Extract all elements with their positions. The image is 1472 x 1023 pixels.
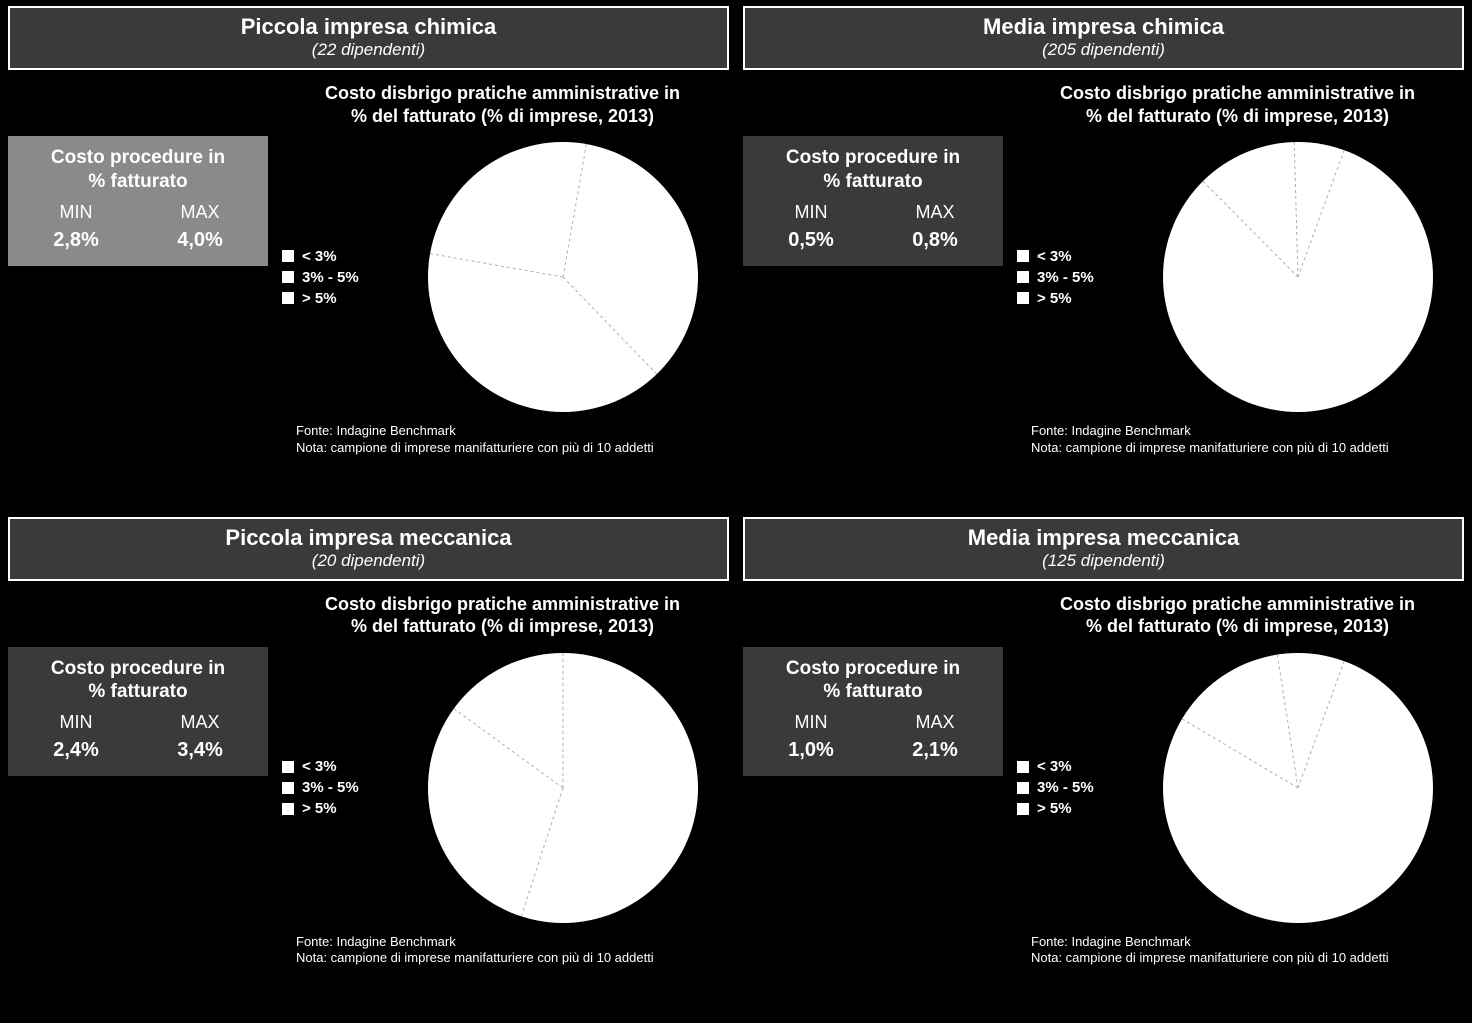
- panel-title: Media impresa meccanica: [745, 525, 1462, 551]
- legend-swatch-icon: [282, 250, 294, 262]
- footnote: Fonte: Indagine BenchmarkNota: campione …: [1011, 928, 1464, 968]
- legend-swatch-icon: [1017, 782, 1029, 794]
- max-label: MAX: [138, 712, 262, 733]
- panel-piccola-meccanica: Piccola impresa meccanica (20 dipendenti…: [2, 513, 735, 1022]
- legend-item: > 5%: [282, 800, 396, 817]
- panel-subtitle: (125 dipendenti): [745, 551, 1462, 571]
- legend: < 3% 3% - 5% > 5%: [1011, 244, 1131, 311]
- stat-box-title: Costo procedure in% fatturato: [14, 146, 262, 194]
- pie-chart: [1158, 648, 1438, 928]
- chart-title: Costo disbrigo pratiche amministrative i…: [276, 593, 729, 638]
- panel-header: Piccola impresa chimica (22 dipendenti): [8, 6, 729, 70]
- panel-piccola-chimica: Piccola impresa chimica (22 dipendenti) …: [2, 2, 735, 511]
- legend-item: > 5%: [1017, 800, 1131, 817]
- legend-item: > 5%: [282, 290, 396, 307]
- legend-swatch-icon: [1017, 250, 1029, 262]
- panel-subtitle: (20 dipendenti): [10, 551, 727, 571]
- min-label: MIN: [14, 712, 138, 733]
- panel-header: Media impresa meccanica (125 dipendenti): [743, 517, 1464, 581]
- panel-header: Media impresa chimica (205 dipendenti): [743, 6, 1464, 70]
- chart-title: Costo disbrigo pratiche amministrative i…: [276, 82, 729, 127]
- legend-item: < 3%: [282, 758, 396, 775]
- legend-item: < 3%: [1017, 758, 1131, 775]
- max-value: 3,4%: [138, 739, 262, 762]
- legend-swatch-icon: [282, 271, 294, 283]
- footnote: Fonte: Indagine BenchmarkNota: campione …: [276, 928, 729, 968]
- legend-swatch-icon: [282, 803, 294, 815]
- panel-title: Piccola impresa meccanica: [10, 525, 727, 551]
- max-value: 0,8%: [873, 229, 997, 252]
- min-value: 2,8%: [14, 229, 138, 252]
- legend-item: 3% - 5%: [1017, 269, 1131, 286]
- min-value: 2,4%: [14, 739, 138, 762]
- stat-box-title: Costo procedure in% fatturato: [749, 657, 997, 705]
- legend-item: < 3%: [1017, 248, 1131, 265]
- legend-item: 3% - 5%: [1017, 779, 1131, 796]
- legend-swatch-icon: [1017, 271, 1029, 283]
- legend-swatch-icon: [282, 761, 294, 773]
- legend-item: 3% - 5%: [282, 269, 396, 286]
- pie-chart: [423, 648, 703, 928]
- min-label: MIN: [749, 202, 873, 223]
- stat-box: Costo procedure in% fatturato MIN 0,5% MA…: [743, 136, 1003, 266]
- panel-title: Piccola impresa chimica: [10, 14, 727, 40]
- panel-media-meccanica: Media impresa meccanica (125 dipendenti)…: [737, 513, 1470, 1022]
- pie-chart: [1158, 137, 1438, 417]
- legend: < 3% 3% - 5% > 5%: [276, 244, 396, 311]
- legend-swatch-icon: [1017, 761, 1029, 773]
- max-label: MAX: [138, 202, 262, 223]
- legend-item: 3% - 5%: [282, 779, 396, 796]
- max-label: MAX: [873, 202, 997, 223]
- min-label: MIN: [14, 202, 138, 223]
- stat-box-title: Costo procedure in% fatturato: [749, 146, 997, 194]
- legend-item: > 5%: [1017, 290, 1131, 307]
- stat-box: Costo procedure in% fatturato MIN 1,0% MA…: [743, 647, 1003, 777]
- pie-chart: [423, 137, 703, 417]
- legend-swatch-icon: [1017, 292, 1029, 304]
- panel-header: Piccola impresa meccanica (20 dipendenti…: [8, 517, 729, 581]
- panel-media-chimica: Media impresa chimica (205 dipendenti) C…: [737, 2, 1470, 511]
- panel-title: Media impresa chimica: [745, 14, 1462, 40]
- footnote: Fonte: Indagine BenchmarkNota: campione …: [276, 417, 729, 457]
- min-value: 0,5%: [749, 229, 873, 252]
- max-value: 2,1%: [873, 739, 997, 762]
- min-label: MIN: [749, 712, 873, 733]
- legend: < 3% 3% - 5% > 5%: [1011, 754, 1131, 821]
- min-value: 1,0%: [749, 739, 873, 762]
- panel-subtitle: (205 dipendenti): [745, 40, 1462, 60]
- chart-title: Costo disbrigo pratiche amministrative i…: [1011, 593, 1464, 638]
- footnote: Fonte: Indagine BenchmarkNota: campione …: [1011, 417, 1464, 457]
- stat-box: Costo procedure in% fatturato MIN 2,4% MA…: [8, 647, 268, 777]
- legend-swatch-icon: [282, 782, 294, 794]
- chart-title: Costo disbrigo pratiche amministrative i…: [1011, 82, 1464, 127]
- stat-box-title: Costo procedure in% fatturato: [14, 657, 262, 705]
- legend-swatch-icon: [282, 292, 294, 304]
- stat-box: Costo procedure in% fatturato MIN 2,8% MA…: [8, 136, 268, 266]
- max-value: 4,0%: [138, 229, 262, 252]
- legend-swatch-icon: [1017, 803, 1029, 815]
- panel-subtitle: (22 dipendenti): [10, 40, 727, 60]
- legend: < 3% 3% - 5% > 5%: [276, 754, 396, 821]
- legend-item: < 3%: [282, 248, 396, 265]
- max-label: MAX: [873, 712, 997, 733]
